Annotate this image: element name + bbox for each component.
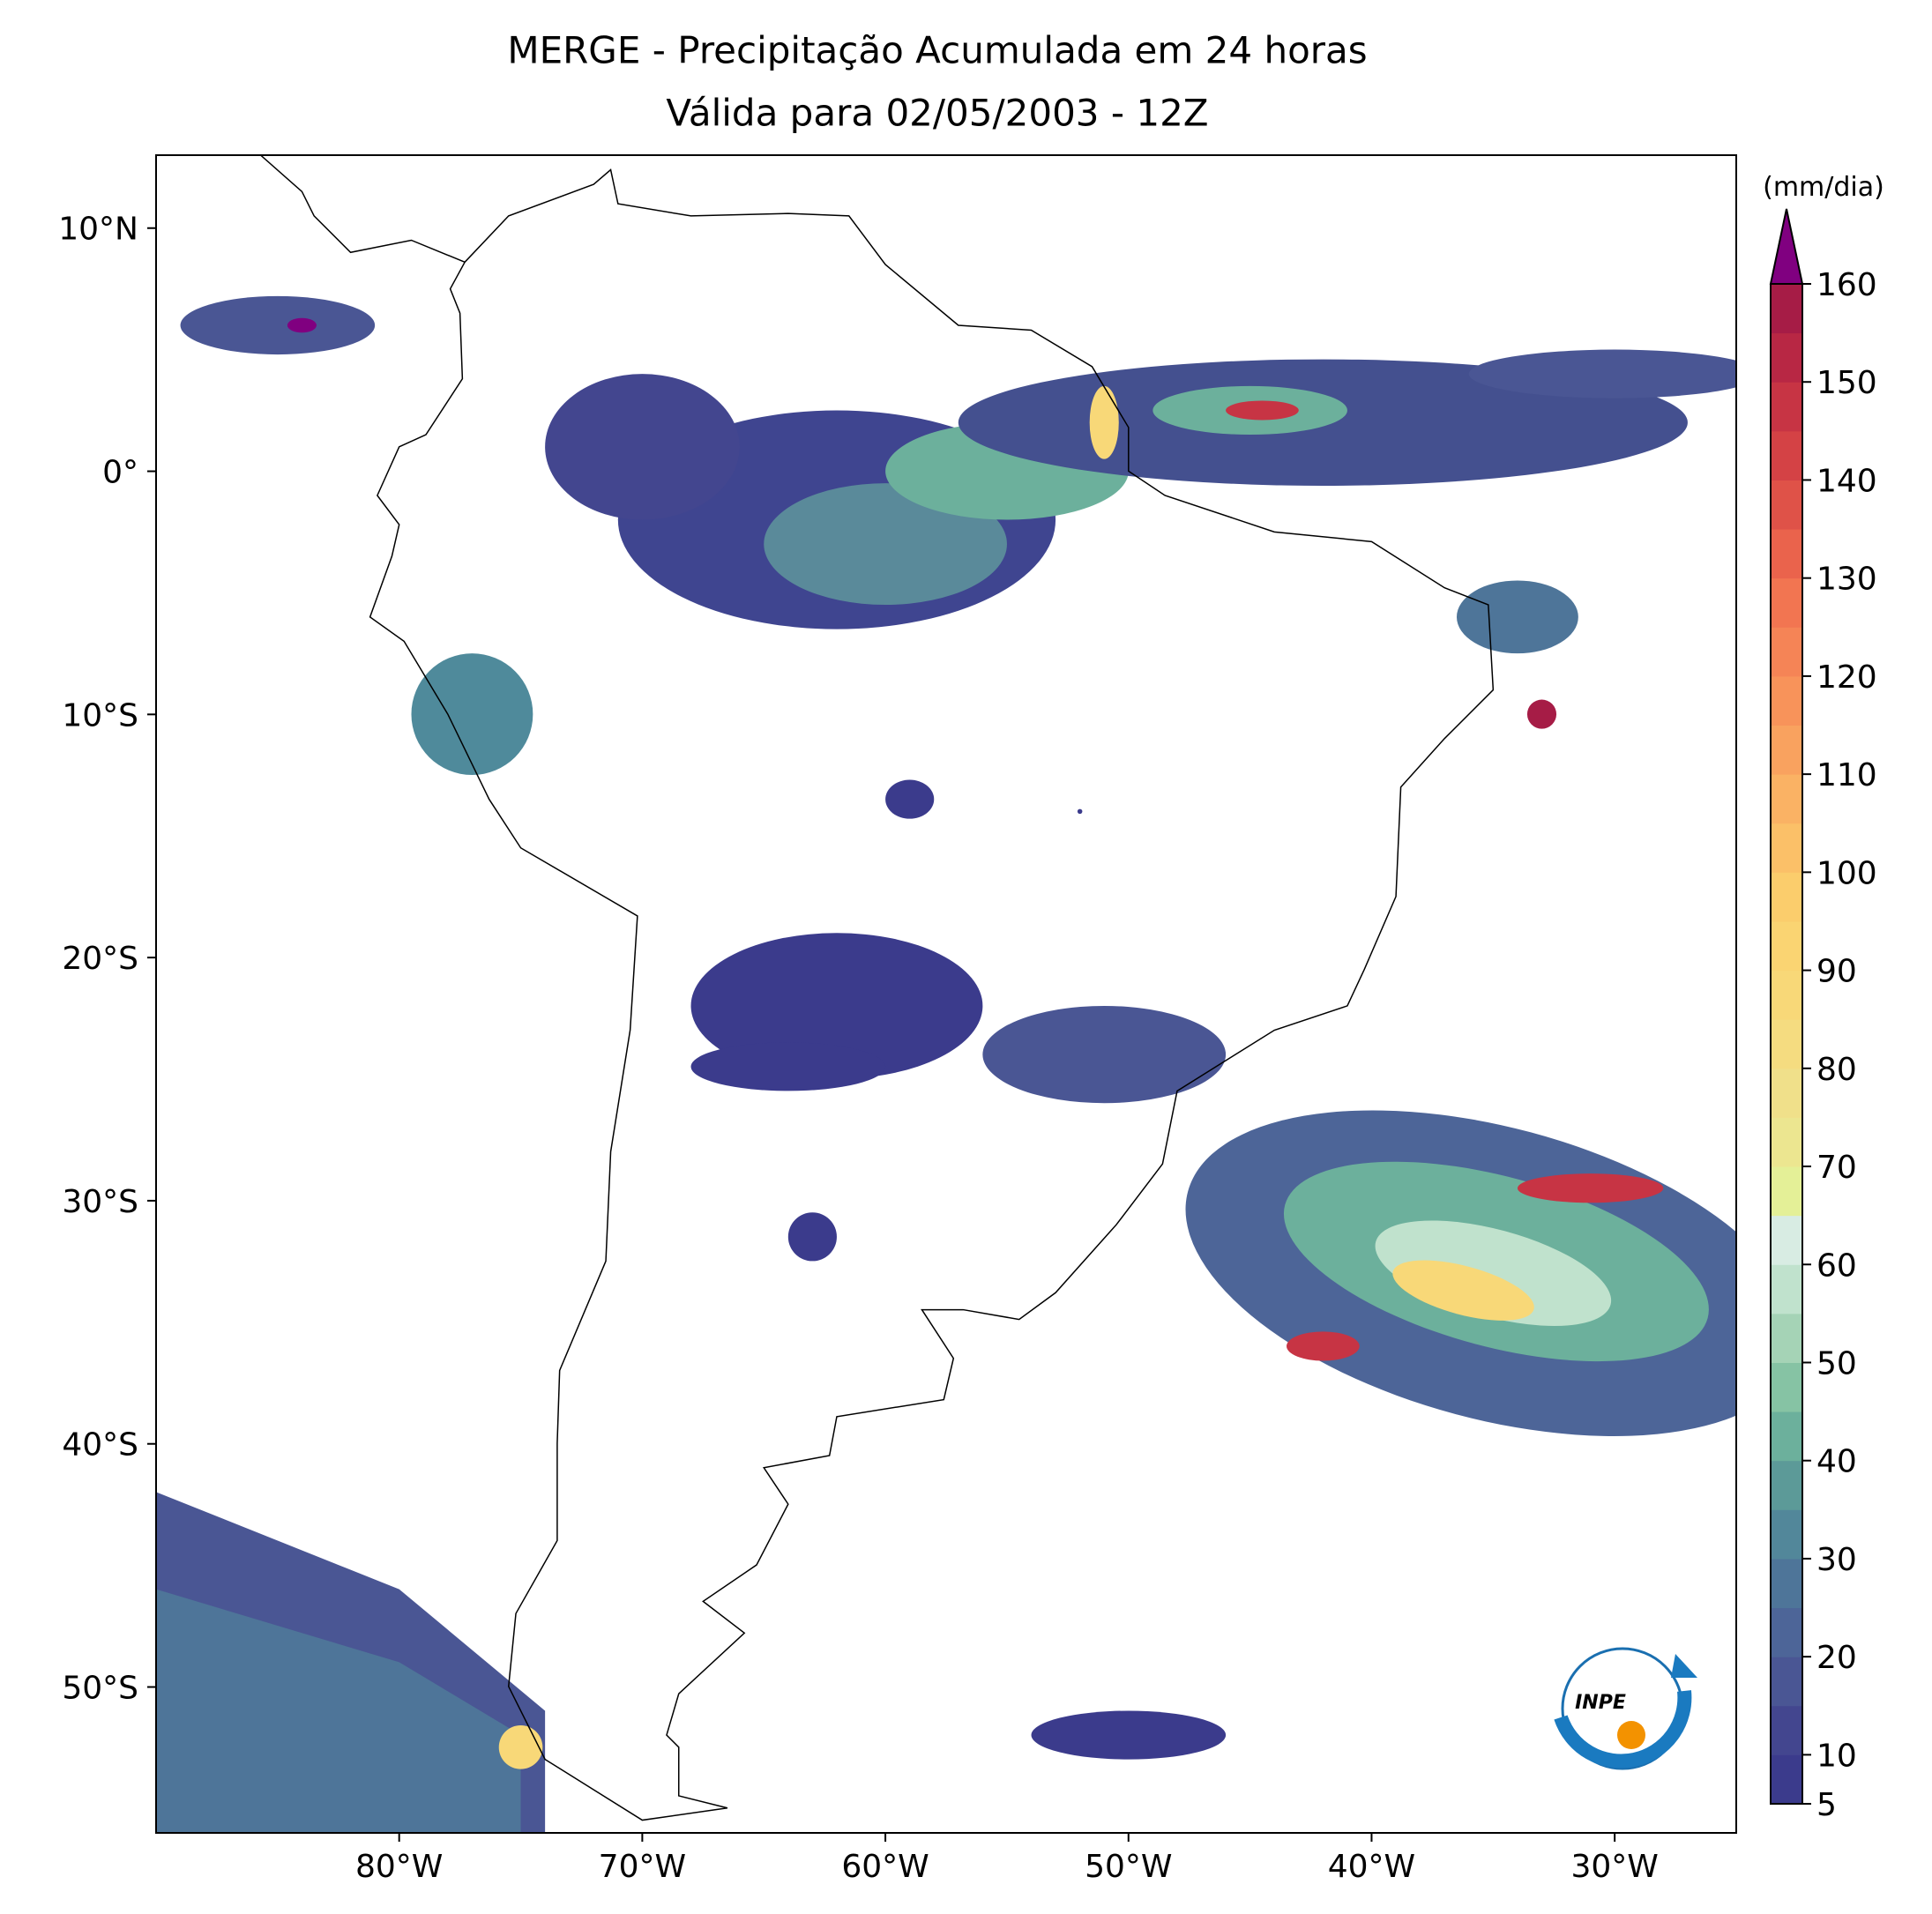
colorbar-bin (1771, 1215, 1802, 1265)
colorbar-bin (1771, 1754, 1802, 1805)
colorbar-tick-label: 30 (1816, 1542, 1857, 1578)
colorbar-bin (1771, 823, 1802, 873)
colorbar-bin (1771, 872, 1802, 922)
colorbar-bin (1771, 1362, 1802, 1412)
colorbar-tick-label: 160 (1816, 267, 1877, 303)
colorbar-tick-label: 70 (1816, 1150, 1857, 1186)
y-tick-label: 10°N (58, 212, 138, 248)
colorbar-bin (1771, 627, 1802, 677)
colorbar-bin (1771, 920, 1802, 972)
colorbar-tick-label: 40 (1816, 1444, 1857, 1480)
colorbar-tick-label: 110 (1816, 757, 1877, 793)
x-tick-label: 30°W (1570, 1849, 1658, 1885)
x-tick-label: 40°W (1328, 1849, 1415, 1885)
colorbar-bin (1771, 1019, 1802, 1069)
colorbar-bin (1771, 480, 1802, 530)
colorbar-tick-label: 140 (1816, 463, 1877, 499)
colorbar-tick-label: 100 (1816, 855, 1877, 891)
colorbar-bin (1771, 1509, 1802, 1560)
y-tick-label: 40°S (62, 1427, 138, 1463)
colorbar-bin (1771, 1657, 1802, 1707)
colorbar-bin (1771, 1460, 1802, 1510)
coastline (261, 155, 1494, 1821)
colorbar-bin (1771, 1558, 1802, 1609)
colorbar-label: (mm/dia) (1763, 172, 1884, 203)
colorbar-tick-label: 130 (1816, 562, 1877, 598)
x-tick-label: 70°W (599, 1849, 686, 1885)
colorbar-bin (1771, 970, 1802, 1020)
subtitle: Válida para 02/05/2003 - 12Z (666, 92, 1208, 135)
colorbar-bin (1771, 577, 1802, 628)
colorbar-bin (1771, 284, 1802, 334)
colorbar-tick-label: 120 (1816, 659, 1877, 696)
x-tick-label: 80°W (355, 1849, 443, 1885)
colorbar-bin (1771, 1705, 1802, 1755)
colorbar-bin (1771, 1068, 1802, 1118)
colorbar-bin (1771, 725, 1802, 775)
y-tick-label: 10°S (62, 697, 138, 734)
colorbar-tick-label: 20 (1816, 1640, 1857, 1676)
colorbar-bin (1771, 1264, 1802, 1314)
colorbar-bin (1771, 430, 1802, 480)
colorbar-tick-label: 150 (1816, 365, 1877, 401)
colorbar-bin (1771, 774, 1802, 824)
y-tick-label: 50°S (62, 1671, 138, 1707)
colorbar-bin (1771, 529, 1802, 579)
colorbar-tick-label: 60 (1816, 1247, 1857, 1284)
colorbar-bin (1771, 1166, 1802, 1217)
y-tick-label: 20°S (62, 941, 138, 977)
colorbar-extend (1769, 208, 1804, 285)
x-tick-label: 60°W (841, 1849, 929, 1885)
colorbar-tick-label: 80 (1816, 1052, 1857, 1088)
colorbar-frame (1770, 283, 1803, 1805)
colorbar-bin (1771, 1411, 1802, 1462)
colorbar-bin (1771, 332, 1802, 383)
title: MERGE - Precipitação Acumulada em 24 hor… (507, 29, 1367, 72)
logo-text: INPE (1575, 1692, 1626, 1714)
colorbar-bin (1771, 675, 1802, 726)
map-frame (155, 154, 1737, 1834)
logo: INPE (1554, 1647, 1697, 1770)
colorbar-bin (1771, 1117, 1802, 1167)
colorbar-bin (1771, 1607, 1802, 1657)
x-tick-label: 50°W (1085, 1849, 1172, 1885)
colorbar-tick-label: 90 (1816, 954, 1857, 990)
precipitation (156, 155, 1736, 1832)
colorbar-tick-label: 10 (1816, 1738, 1857, 1774)
map-area (156, 155, 1736, 1833)
colorbar-tick-label: 50 (1816, 1345, 1857, 1382)
colorbar-tick-label: 5 (1816, 1787, 1837, 1823)
colorbar-bin (1771, 1313, 1802, 1363)
y-tick-label: 30°S (62, 1184, 138, 1220)
colorbar-bin (1771, 382, 1802, 432)
y-tick-label: 0° (102, 455, 138, 491)
